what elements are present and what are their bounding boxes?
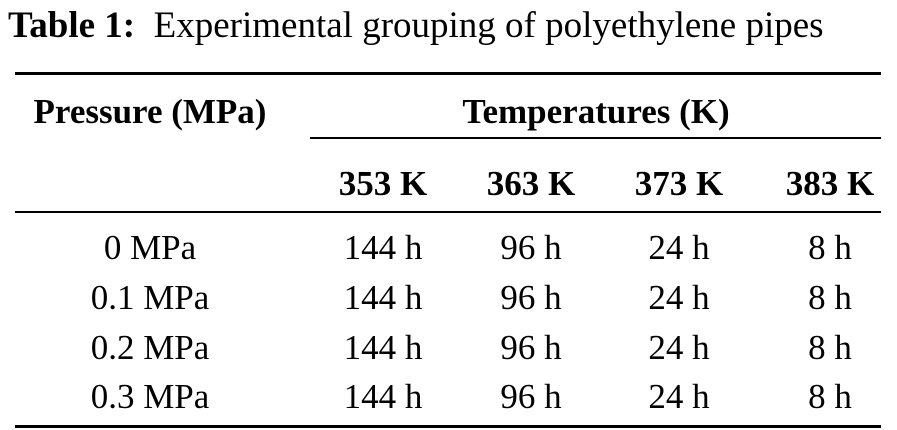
table-caption: Table 1: Experimental grouping of polyet… [8, 4, 824, 48]
table-row-pressure: 0 MPa [103, 228, 197, 267]
column-header-353: 353 K [338, 164, 428, 203]
group-header-rule [310, 137, 881, 139]
row-header-title: Pressure (MPa) [33, 92, 267, 131]
table-cell: 24 h [648, 328, 710, 367]
group-header-title: Temperatures (K) [462, 92, 730, 131]
table-cell: 8 h [808, 377, 852, 416]
table-row-pressure: 0.1 MPa [90, 278, 210, 317]
table-cell: 8 h [808, 328, 852, 367]
table-cell: 144 h [343, 377, 423, 416]
table-row-pressure: 0.2 MPa [90, 328, 210, 367]
header-separator-rule [15, 211, 881, 213]
column-header-373: 373 K [634, 164, 724, 203]
table-row-pressure: 0.3 MPa [90, 377, 210, 416]
table-cell: 96 h [500, 377, 562, 416]
column-header-383: 383 K [785, 164, 875, 203]
table-cell: 144 h [343, 278, 423, 317]
table-cell: 24 h [648, 278, 710, 317]
table-cell: 96 h [500, 228, 562, 267]
table-cell: 96 h [500, 278, 562, 317]
table-cell: 144 h [343, 228, 423, 267]
column-header-363: 363 K [486, 164, 576, 203]
table-caption-label: Table 1: [8, 5, 136, 46]
table-cell: 24 h [648, 377, 710, 416]
table-bottom-rule [15, 425, 881, 428]
table-cell: 24 h [648, 228, 710, 267]
table-cell: 8 h [808, 228, 852, 267]
table-top-rule [15, 72, 881, 75]
table-cell: 144 h [343, 328, 423, 367]
table-caption-text: Experimental grouping of polyethylene pi… [153, 5, 824, 46]
table-cell: 8 h [808, 278, 852, 317]
table-cell: 96 h [500, 328, 562, 367]
